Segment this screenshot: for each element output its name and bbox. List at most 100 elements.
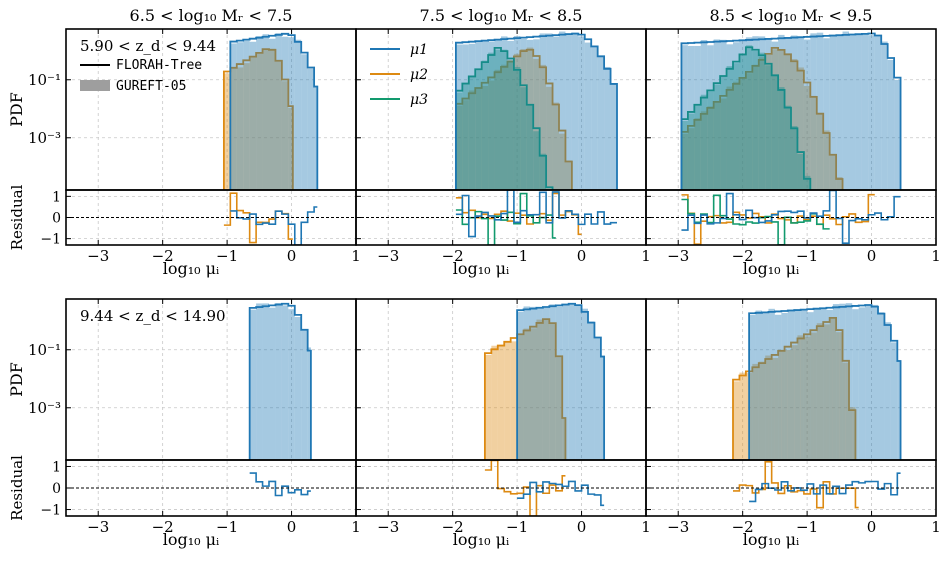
gureft-bar-mu2 [829,154,837,190]
gureft-bar-mu2 [243,63,250,190]
ytick-label: 10⁻³ [28,129,61,147]
xtick-label: −2 [442,518,464,536]
gureft-bar-mu1 [269,307,276,460]
x-axis-label: log₁₀ μᵢ [163,530,220,549]
gureft-bar-mu3 [803,175,811,190]
xtick-label: −1 [796,518,818,536]
gureft-bar-mu1 [526,39,534,190]
gureft-bar-mu2 [707,106,714,190]
florah-step-mu1 [229,32,319,190]
gureft-bar-mu1 [562,305,569,460]
legend-label-mu3: μ3 [410,92,428,108]
gureft-bar-mu1 [707,45,714,190]
gureft-bar-mu1 [249,41,257,190]
panel-r0c1: −3 −2 −1 0 1 log₁₀ μᵢ μ1 μ2 μ3 [355,28,651,278]
gureft-bar-mu3 [726,66,733,190]
gureft-bar-mu2 [823,130,830,190]
gureft-bar-mu3 [501,49,508,190]
gureft-bar-mu1 [533,39,540,190]
gureft-bar-mu1 [513,36,521,190]
gureft-bar-mu1 [884,322,891,460]
gureft-bar-mu2 [726,86,733,190]
residual-step-mu2 [484,460,566,516]
gureft-bar-mu1 [288,309,295,460]
gureft-bar-mu2 [733,381,740,460]
column-title: 7.5 < log₁₀ Mᵣ < 8.5 [420,6,583,25]
gureft-bar-mu1 [236,42,244,190]
gureft-bar-mu2 [491,345,498,460]
x-axis-label: log₁₀ μᵢ [743,530,800,549]
histograms [248,302,312,460]
gureft-bar-mu1 [791,35,798,190]
xtick-label: −2 [152,518,174,536]
gureft-bar-mu1 [820,308,827,460]
gureft-bar-mu3 [745,45,753,190]
panel-r0c0: −3 −2 −1 0 1 log₁₀ μᵢ 10⁻¹ 10⁻³ 1 0 −1 PDF Residual 5… [7,28,361,278]
gureft-bar-mu1 [581,308,588,460]
gureft-bar-mu1 [468,43,476,190]
gureft-bar-mu2 [236,67,244,190]
xtick-label: 0 [577,518,587,536]
gureft-bar-mu2 [797,67,804,190]
xtick-label: −3 [667,247,689,265]
y-axis-label-residual: Residual [8,455,26,521]
florah-step-mu1 [454,32,618,190]
residual-step-mu1 [455,190,617,238]
gureft-bar-mu1 [839,303,846,460]
gureft-bar-mu2 [488,80,495,190]
gureft-bar-mu1 [749,315,756,460]
x-axis-label: log₁₀ μᵢ [453,530,510,549]
gureft-bar-mu1 [739,41,746,190]
gureft-bar-mu2 [681,133,688,190]
xtick-label: −3 [377,518,399,536]
gureft-bar-mu1 [816,32,824,190]
gureft-bar-mu3 [507,60,514,190]
histograms [732,303,902,460]
x-axis-label: log₁₀ μᵢ [743,259,800,278]
gureft-bar-mu1 [494,40,501,190]
gureft-bar-mu1 [861,33,869,190]
gureft-bar-mu1 [314,87,318,190]
gureft-bar-mu2 [700,111,708,190]
xtick-label: −1 [506,518,528,536]
gureft-bar-mu1 [845,303,853,460]
gureft-bar-mu2 [803,336,811,460]
gureft-bar-mu1 [604,66,611,190]
gureft-bar-mu2 [784,349,791,460]
gureft-bar-mu3 [771,75,779,190]
gureft-bar-mu1 [269,38,276,190]
gureft-bar-mu1 [720,39,727,190]
gureft-bar-mu2 [281,81,289,190]
gureft-bar-mu2 [816,323,824,460]
gureft-bar-mu2 [497,346,505,460]
gureft-bar-mu1 [771,41,779,190]
gureft-bar-mu2 [288,107,293,190]
gureft-bar-mu2 [462,100,469,190]
gureft-bar-mu2 [791,59,798,190]
gureft-bar-mu2 [849,407,856,460]
gureft-bar-mu2 [475,88,482,190]
legend-patch-gureft [80,80,110,91]
xtick-label: −2 [442,247,464,265]
gureft-bar-mu1 [871,304,878,460]
gureft-bar-mu2 [733,81,740,190]
gureft-bar-mu1 [823,38,830,190]
gureft-bar-mu3 [720,75,727,190]
ytick-label: 10⁻³ [28,399,61,417]
gureft-bar-mu3 [713,84,721,190]
residuals [681,190,901,245]
gureft-bar-mu1 [803,39,811,190]
gureft-bar-mu1 [307,68,315,190]
gureft-bar-mu3 [539,153,547,190]
gureft-bar-mu1 [294,39,302,190]
gureft-bar-mu1 [523,306,530,460]
gureft-bar-mu3 [778,87,785,190]
gureft-bar-mu1 [755,310,762,460]
gureft-bar-mu1 [600,357,605,460]
gureft-bar-mu1 [752,36,759,190]
gureft-bar-mu1 [462,44,469,190]
gureft-bar-mu1 [713,39,721,190]
gureft-bar-mu3 [765,65,772,190]
gureft-bar-mu3 [475,69,482,190]
gureft-bar-mu2 [778,50,785,190]
